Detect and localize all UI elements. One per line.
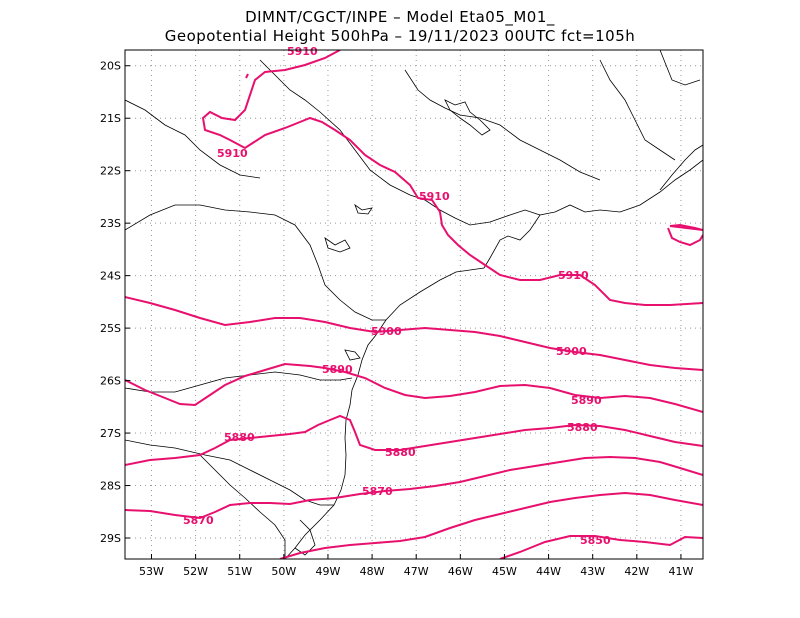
lon-tick-label: 48W <box>360 565 385 578</box>
contour-5900 <box>125 296 703 371</box>
contour-5910-b <box>667 223 703 247</box>
lon-tick-label: 53W <box>139 565 164 578</box>
contour-label: 5910 <box>558 269 589 282</box>
contour-5910-a <box>201 50 703 306</box>
contour-5850 <box>499 535 703 559</box>
contour-label: 5850 <box>580 534 611 547</box>
lon-tick-label: 52W <box>183 565 208 578</box>
title-line-1: DIMNT/CGCT/INPE – Model Eta05_M01_ <box>245 8 555 26</box>
lat-tick-label: 23S <box>100 217 121 230</box>
contour-label: 5870 <box>183 514 214 527</box>
lat-tick-label: 22S <box>100 165 121 178</box>
lon-tick-label: 42W <box>624 565 649 578</box>
lon-tick-label: 41W <box>669 565 694 578</box>
lon-tick-label: 44W <box>536 565 561 578</box>
contour-5890 <box>125 362 703 413</box>
contour-label: 5910 <box>419 190 450 203</box>
lat-tick-label: 29S <box>100 532 121 545</box>
contour-label: 5880 <box>385 446 416 459</box>
lat-tick-labels: 20S 21S 22S 23S 24S 25S 26S 27S 28S 29S <box>100 60 130 545</box>
contour-label: 5900 <box>556 345 587 358</box>
lat-tick-label: 20S <box>100 60 121 73</box>
lat-tick-label: 27S <box>100 427 121 440</box>
contour-label: 5870 <box>362 485 393 498</box>
contour-label: 5880 <box>224 431 255 444</box>
lon-tick-label: 46W <box>448 565 473 578</box>
contour-5870 <box>125 455 703 520</box>
lat-tick-label: 28S <box>100 480 121 493</box>
lat-tick-label: 24S <box>100 270 121 283</box>
contour-label: 5910 <box>217 147 248 160</box>
lon-tick-label: 50W <box>271 565 296 578</box>
title-line-2: Geopotential Height 500hPa – 19/11/2023 … <box>164 27 636 45</box>
lon-tick-labels: 53W 52W 51W 50W 49W 48W 47W 46W 45W 44W 43W 42W 41W <box>139 554 693 578</box>
contour-5880 <box>125 414 703 466</box>
lat-tick-label: 21S <box>100 112 121 125</box>
lon-tick-label: 51W <box>227 565 252 578</box>
height-contours <box>125 50 703 559</box>
contour-5860 <box>279 491 703 559</box>
map-frame <box>124 49 704 560</box>
contour-label: 5890 <box>571 394 602 407</box>
lon-tick-label: 43W <box>580 565 605 578</box>
contour-label: 5880 <box>567 421 598 434</box>
lat-tick-label: 25S <box>100 322 121 335</box>
coastline-borders <box>125 50 703 559</box>
contour-labels: 5910 5910 5910 5910 5900 5900 5890 5890 … <box>183 45 611 547</box>
contour-label: 5910 <box>287 45 318 58</box>
lon-tick-label: 47W <box>404 565 429 578</box>
lon-tick-label: 45W <box>492 565 517 578</box>
lat-tick-label: 26S <box>100 375 121 388</box>
contour-label: 5890 <box>322 363 353 376</box>
contour-label: 5900 <box>371 325 402 338</box>
coastline <box>284 159 703 559</box>
state-border <box>259 59 541 226</box>
lat-lon-grid <box>125 50 703 559</box>
lon-tick-label: 49W <box>316 565 341 578</box>
